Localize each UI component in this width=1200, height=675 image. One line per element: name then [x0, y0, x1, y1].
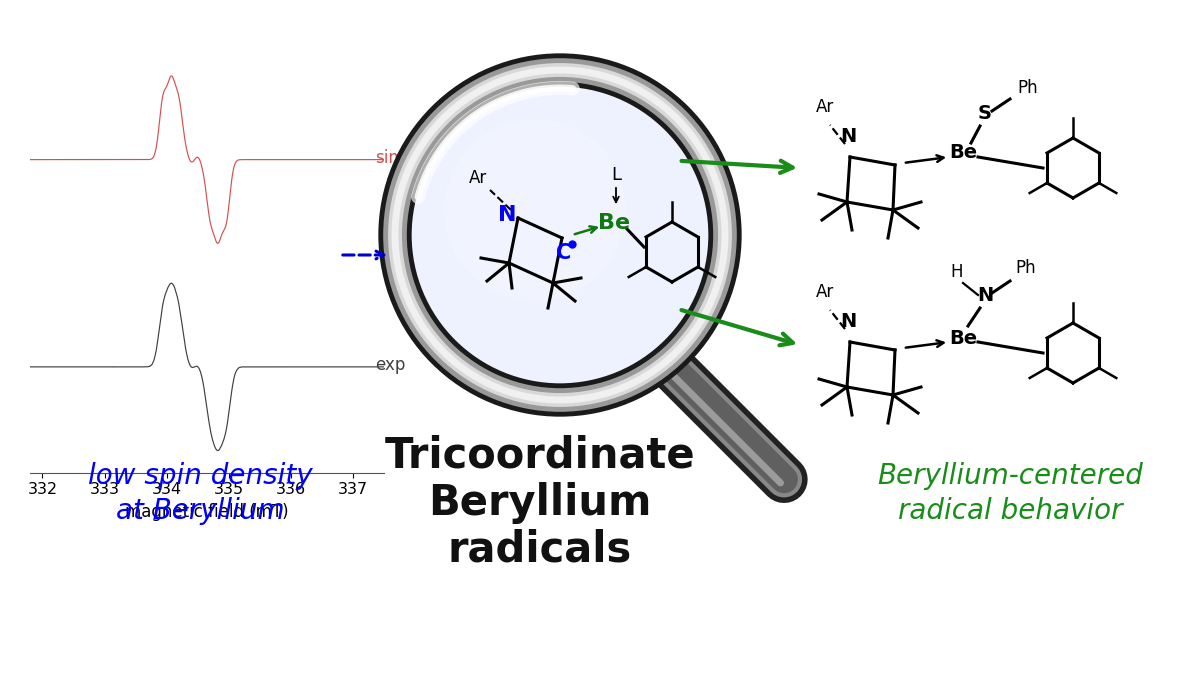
Circle shape [395, 70, 725, 400]
Text: Beryllium-centered
radical behavior: Beryllium-centered radical behavior [877, 462, 1142, 524]
Text: Ph: Ph [1018, 79, 1038, 97]
Text: H: H [950, 263, 964, 281]
Text: Ar: Ar [469, 169, 487, 187]
Text: N: N [977, 286, 994, 305]
Text: Ph: Ph [1015, 259, 1036, 277]
Text: low spin density
at Beryllium: low spin density at Beryllium [88, 462, 312, 524]
Text: Ar: Ar [816, 283, 834, 301]
Text: S: S [978, 104, 992, 123]
Text: Ar: Ar [816, 98, 834, 116]
Text: N: N [840, 127, 856, 146]
Text: N: N [840, 312, 856, 331]
Text: sim: sim [374, 148, 404, 167]
Text: exp: exp [374, 356, 406, 374]
Text: L: L [611, 166, 622, 184]
Text: C: C [557, 243, 571, 263]
Text: Be: Be [949, 144, 977, 163]
Text: Be: Be [598, 213, 630, 233]
Circle shape [444, 119, 625, 301]
X-axis label: magnetic field (mT): magnetic field (mT) [125, 503, 289, 521]
Text: Be: Be [949, 329, 977, 348]
Text: N: N [498, 205, 516, 225]
Text: Tricoordinate
Beryllium
radicals: Tricoordinate Beryllium radicals [385, 435, 695, 571]
